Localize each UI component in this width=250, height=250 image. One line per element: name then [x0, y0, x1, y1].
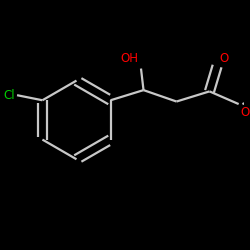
- Text: Cl: Cl: [3, 89, 14, 102]
- Text: O: O: [220, 52, 229, 65]
- Text: OH: OH: [120, 52, 138, 65]
- Text: O: O: [240, 106, 249, 119]
